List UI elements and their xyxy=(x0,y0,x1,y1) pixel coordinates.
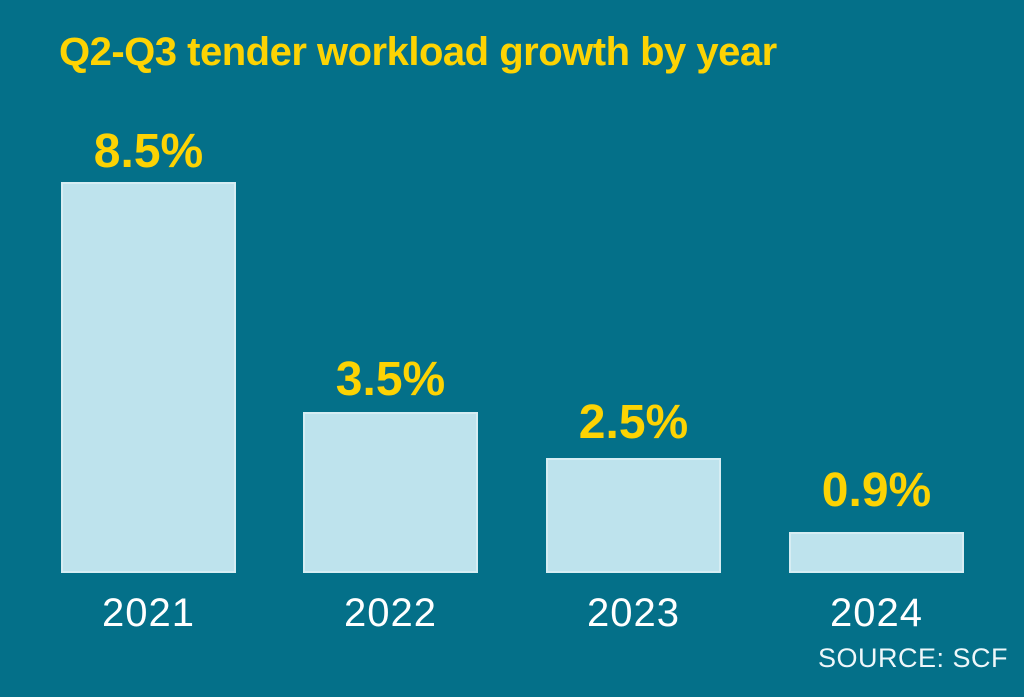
bar-value-label-2023: 2.5% xyxy=(578,396,689,450)
x-axis-label-2021: 2021 xyxy=(102,591,195,635)
bar-value-label-2022: 3.5% xyxy=(335,353,446,407)
source-attribution: SOURCE: SCF xyxy=(817,643,1008,673)
x-axis-label-2024: 2024 xyxy=(830,591,923,635)
bar-value-label-2021: 8.5% xyxy=(93,125,204,179)
x-axis-label-2023: 2023 xyxy=(587,591,680,635)
bar-2021 xyxy=(61,182,236,573)
chart-title: Q2-Q3 tender workload growth by year xyxy=(59,30,777,74)
bar-2024 xyxy=(789,532,964,573)
x-axis-label-2022: 2022 xyxy=(344,591,437,635)
bar-2022 xyxy=(303,412,478,573)
bar-value-label-2024: 0.9% xyxy=(821,464,932,518)
bar-2023 xyxy=(546,458,721,573)
